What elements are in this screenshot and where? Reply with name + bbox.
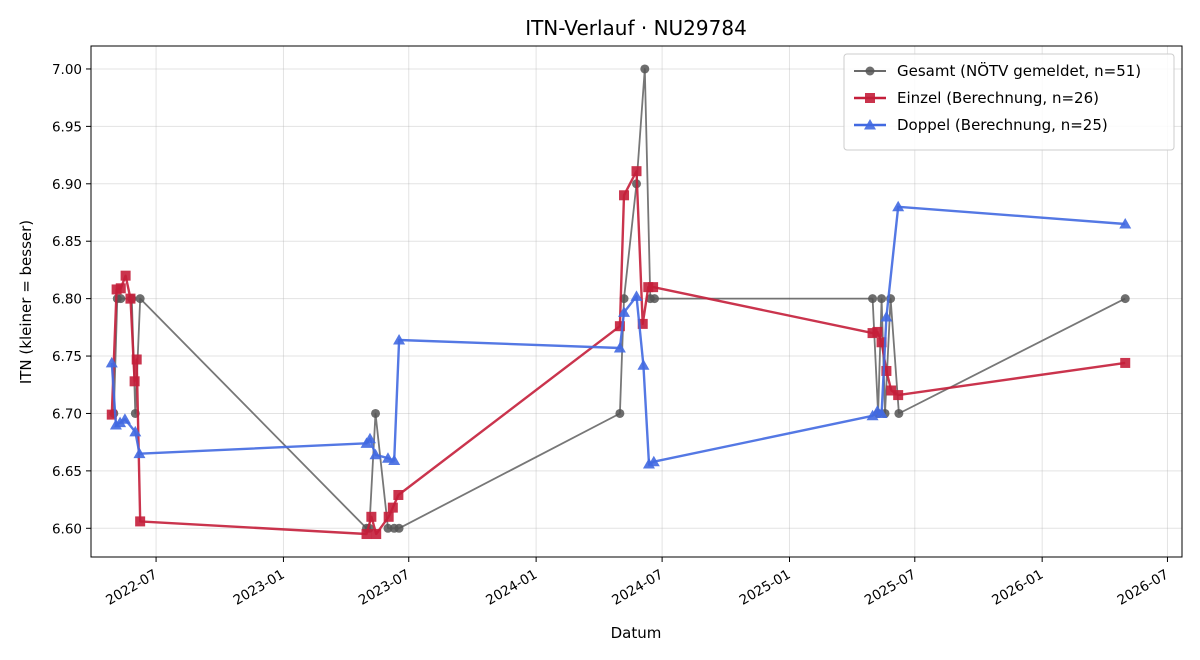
data-point-doppel (393, 333, 406, 345)
data-point-einzel (129, 376, 140, 387)
data-point-gesamt (615, 408, 625, 418)
legend-marker (865, 66, 875, 76)
data-point-doppel (1119, 217, 1132, 229)
data-point-einzel (393, 489, 404, 500)
x-tick-label: 2026-07 (1115, 567, 1172, 609)
x-tick-label: 2026-01 (989, 567, 1046, 609)
y-tick-label: 6.65 (52, 464, 82, 480)
y-tick-label: 6.75 (52, 349, 82, 365)
data-point-einzel (371, 529, 382, 540)
legend-marker (864, 119, 876, 130)
data-point-einzel (125, 293, 136, 304)
data-point-doppel (381, 452, 394, 463)
data-point-gesamt (640, 64, 650, 74)
data-point-doppel (369, 448, 382, 460)
data-point-einzel (648, 282, 659, 293)
x-tick-label: 2024-07 (609, 567, 666, 609)
x-tick-label: 2023-07 (356, 567, 413, 609)
data-point-einzel (361, 529, 372, 540)
y-tick-label: 6.90 (52, 177, 82, 193)
data-point-doppel (618, 306, 631, 317)
data-point-einzel (886, 385, 897, 396)
legend: Gesamt (NÖTV gemeldet, n=51) Einzel (Bere… (843, 53, 1175, 151)
y-tick-label: 6.85 (52, 234, 82, 250)
legend-label-einzel: Einzel (Berechnung, n=26) (897, 89, 1099, 107)
data-point-gesamt (1120, 294, 1130, 304)
data-point-einzel (120, 270, 131, 281)
series-line-doppel (110, 205, 1126, 466)
data-point-gesamt (894, 408, 904, 418)
legend-label-doppel: Doppel (Berechnung, n=25) (897, 116, 1108, 134)
chart-title: ITN-Verlauf · NU29784 (525, 16, 747, 40)
data-point-einzel (881, 365, 892, 376)
y-tick-label: 7.00 (52, 62, 82, 78)
data-point-doppel (875, 407, 888, 418)
data-point-doppel (118, 413, 131, 424)
data-point-gesamt (868, 294, 878, 304)
x-tick-label: 2024-01 (483, 567, 540, 609)
data-point-einzel (637, 318, 648, 329)
data-point-gesamt (649, 294, 659, 304)
legend-item-einzel: Einzel (Berechnung, n=26) (854, 89, 1099, 107)
y-tick-label: 6.95 (52, 119, 82, 135)
data-point-einzel (614, 321, 625, 332)
data-point-einzel (1120, 357, 1131, 368)
data-point-doppel (630, 290, 643, 301)
x-tick-label: 2025-07 (862, 567, 919, 609)
series-line-einzel (110, 170, 1126, 536)
y-tick-label: 6.70 (52, 406, 82, 422)
data-point-doppel (133, 447, 146, 459)
data-point-einzel (631, 166, 642, 177)
data-point-gesamt (135, 294, 145, 304)
data-point-doppel (105, 356, 118, 368)
data-point-doppel (613, 342, 626, 353)
data-point-einzel (366, 511, 377, 522)
data-point-einzel (876, 337, 887, 348)
data-point-doppel (892, 200, 905, 212)
data-point-gesamt (116, 294, 126, 304)
data-point-einzel (115, 283, 126, 294)
y-axis-label: ITN (kleiner = besser) (17, 220, 35, 384)
data-point-doppel (363, 432, 376, 444)
data-point-doppel (647, 455, 660, 467)
x-tick-label: 2023-01 (231, 567, 288, 609)
y-tick-label: 6.80 (52, 292, 82, 308)
data-point-gesamt (383, 523, 393, 533)
data-point-doppel (388, 454, 401, 466)
data-point-einzel (106, 409, 117, 420)
legend-marker (865, 93, 875, 103)
data-point-doppel (129, 425, 142, 437)
data-point-einzel (383, 511, 394, 522)
data-point-einzel (387, 502, 398, 513)
data-point-doppel (880, 311, 893, 322)
legend-item-gesamt: Gesamt (NÖTV gemeldet, n=51) (854, 61, 1141, 80)
data-point-gesamt (877, 294, 887, 304)
data-point-einzel (131, 354, 142, 365)
legend-item-doppel: Doppel (Berechnung, n=25) (854, 116, 1108, 134)
x-tick-label: 2022-07 (103, 567, 160, 609)
data-point-gesamt (394, 523, 404, 533)
x-tick-label: 2025-01 (737, 567, 794, 609)
data-point-gesamt (371, 408, 381, 418)
series-doppel (105, 200, 1132, 469)
plot-frame (90, 45, 1183, 558)
legend-label-gesamt: Gesamt (NÖTV gemeldet, n=51) (897, 61, 1141, 80)
series-einzel (106, 166, 1131, 540)
data-point-einzel (893, 390, 904, 401)
data-point-doppel (637, 359, 650, 370)
x-axis-label: Datum (611, 624, 662, 642)
y-tick-label: 6.60 (52, 521, 82, 537)
series-layer (105, 64, 1132, 540)
legend-box (843, 53, 1175, 151)
data-point-einzel (135, 516, 146, 527)
data-point-einzel (619, 190, 630, 201)
data-point-einzel (872, 326, 883, 337)
